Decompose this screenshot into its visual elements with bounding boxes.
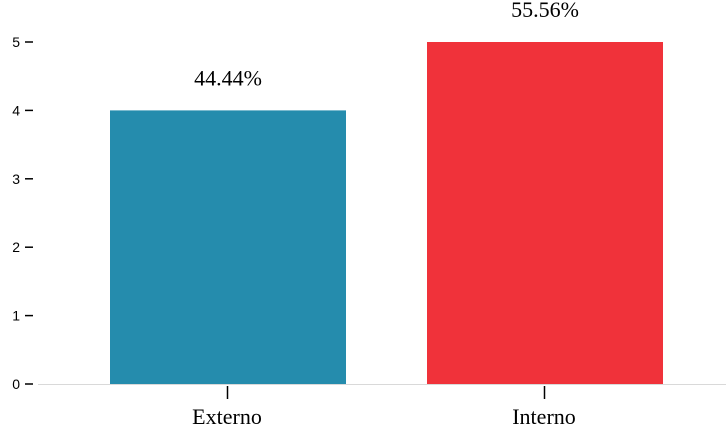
x-tick-label-externo: Externo: [192, 404, 262, 428]
x-tick-label-interno: Interno: [512, 404, 576, 428]
y-tick-label: 4: [12, 102, 20, 118]
y-tick-label: 3: [12, 171, 20, 187]
y-tick-label: 1: [12, 308, 20, 324]
bar-externo: [110, 110, 346, 385]
data-labels: 44.44% 55.56%: [194, 0, 579, 90]
y-axis: 0 1 2 3 4 5: [12, 34, 33, 392]
y-tick-label: 5: [12, 34, 20, 50]
bar-interno: [427, 42, 663, 384]
y-tick-label: 0: [12, 376, 20, 392]
x-axis: Externo Interno: [192, 386, 576, 428]
data-label-interno: 55.56%: [511, 0, 579, 22]
y-tick-label: 2: [12, 239, 20, 255]
data-label-externo: 44.44%: [194, 65, 262, 90]
bars: [110, 42, 663, 385]
